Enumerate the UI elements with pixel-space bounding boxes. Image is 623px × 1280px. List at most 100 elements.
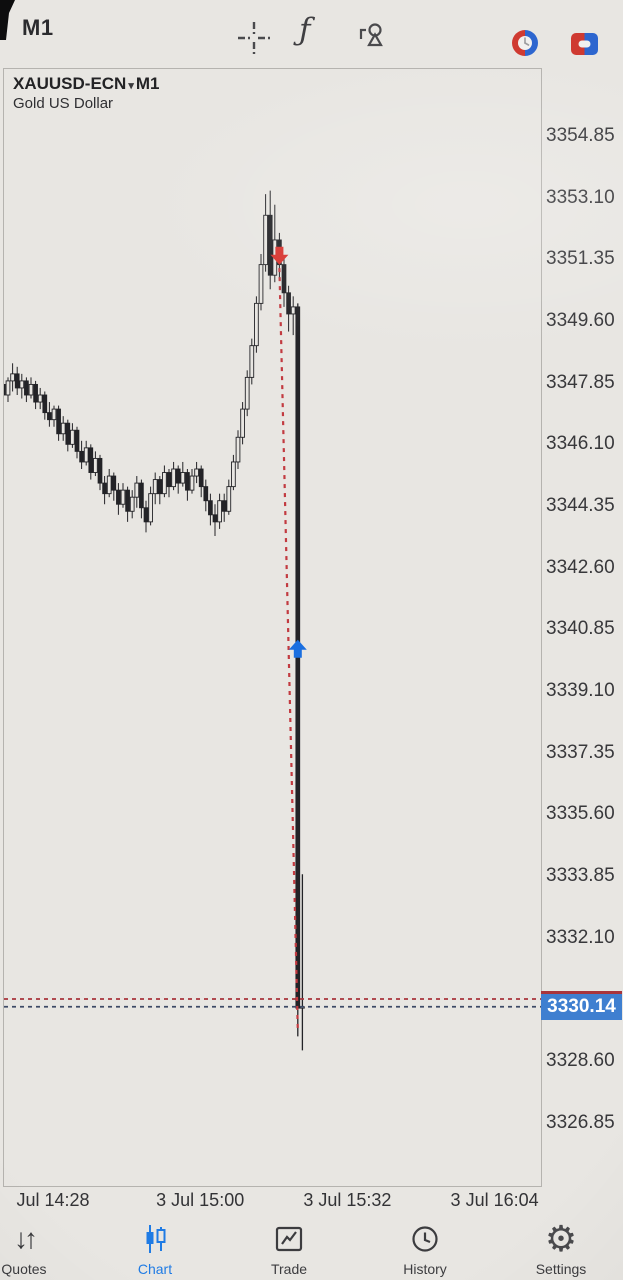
candle-body xyxy=(134,482,140,498)
chart-header[interactable]: XAUUSD-ECN ▾ M1 Gold US Dollar xyxy=(13,73,160,114)
buy-arrow-marker xyxy=(288,639,307,658)
candle-body xyxy=(263,214,268,266)
price-axis-label: 3351.35 xyxy=(546,248,615,270)
candle-body xyxy=(290,306,296,315)
candle-body xyxy=(244,376,250,410)
candlestick-chart[interactable] xyxy=(4,69,541,1186)
candle-body xyxy=(4,383,6,396)
chart-box-icon xyxy=(239,1220,339,1258)
price-axis-label: 3342.60 xyxy=(546,556,615,578)
objects-icon[interactable] xyxy=(356,20,386,50)
nav-label: Settings xyxy=(535,1261,587,1277)
candle-body xyxy=(93,457,98,473)
candle-body xyxy=(254,302,259,347)
sell-arrow-marker xyxy=(270,246,289,265)
candle-body xyxy=(129,496,135,512)
clock-icon xyxy=(375,1220,475,1258)
nav-tab-chart[interactable]: Chart xyxy=(105,1220,205,1277)
candle-body xyxy=(5,380,11,396)
candle-body xyxy=(194,468,199,477)
candle-body xyxy=(152,479,158,495)
chevron-down-icon: ▾ xyxy=(128,80,134,92)
nav-label: Quotes xyxy=(1,1261,47,1277)
chart-area[interactable]: XAUUSD-ECN ▾ M1 Gold US Dollar xyxy=(3,68,542,1187)
bottom-nav: ↓↑ Quotes Chart Trade xyxy=(0,1220,623,1280)
candle-body xyxy=(217,500,222,523)
candle-body xyxy=(235,436,241,463)
nav-tab-trade[interactable]: Trade xyxy=(239,1220,339,1277)
position-trendline xyxy=(278,268,299,1030)
status-circle-icon[interactable] xyxy=(511,29,539,57)
candle-body xyxy=(14,373,20,389)
candle-body xyxy=(226,486,232,512)
candle-body xyxy=(106,475,112,495)
candle-body xyxy=(33,383,38,403)
price-axis-label: 3346.10 xyxy=(546,433,615,455)
candle-body xyxy=(125,489,130,512)
price-axis[interactable]: 3354.85 3353.10 3351.35 3349.60 3347.85 3346.… xyxy=(546,68,623,1185)
candle-body xyxy=(102,482,107,495)
candle-body xyxy=(24,380,29,396)
candle-body xyxy=(203,486,209,502)
candle-body xyxy=(240,408,245,438)
candle-body xyxy=(60,422,66,435)
candle-body xyxy=(258,264,264,304)
price-axis-label: 3349.60 xyxy=(546,309,615,331)
nav-tab-history[interactable]: History xyxy=(375,1220,475,1277)
crosshair-icon[interactable] xyxy=(236,20,272,56)
price-axis-label: 3347.85 xyxy=(546,371,615,393)
price-axis-label: 3353.10 xyxy=(546,186,615,208)
gear-icon: ⚙ xyxy=(544,1218,578,1259)
price-axis-label: 3340.85 xyxy=(546,618,615,640)
symbol-title[interactable]: XAUUSD-ECN ▾ M1 xyxy=(13,73,160,94)
candle-body xyxy=(162,472,167,495)
candle-body xyxy=(281,264,287,294)
nav-tab-quotes[interactable]: ↓↑ Quotes xyxy=(0,1220,74,1277)
price-axis-label: 3332.10 xyxy=(546,926,615,948)
symbol-timeframe: M1 xyxy=(135,74,160,93)
candle-body xyxy=(42,394,48,414)
candle-body xyxy=(143,507,149,523)
candle-body xyxy=(139,482,144,509)
up-down-arrows-icon: ↓↑ xyxy=(14,1223,38,1254)
price-axis-label: 3328.60 xyxy=(546,1049,615,1071)
candle-body xyxy=(249,345,255,378)
status-square-icon[interactable] xyxy=(571,33,598,55)
candle-body xyxy=(83,447,89,463)
nav-label: Chart xyxy=(137,1261,173,1277)
price-axis-label: 3337.35 xyxy=(546,741,615,763)
price-axis-label: 3354.85 xyxy=(546,125,615,146)
candle-body xyxy=(198,468,204,488)
candle-body xyxy=(65,422,71,445)
candle-body xyxy=(286,292,291,315)
nav-tab-settings[interactable]: ⚙ Settings xyxy=(511,1218,611,1278)
top-toolbar: M1 ƒ xyxy=(0,0,623,64)
candle-body xyxy=(180,472,186,484)
candle-body xyxy=(212,514,218,523)
price-axis-label: 3333.85 xyxy=(546,864,615,886)
candle-body xyxy=(47,412,52,421)
price-axis-label: 3326.85 xyxy=(546,1111,615,1133)
function-icon[interactable]: ƒ xyxy=(299,12,311,48)
candle-body xyxy=(56,408,61,435)
candle-body xyxy=(267,214,273,276)
nav-label: Trade xyxy=(270,1261,308,1277)
candle-body xyxy=(120,489,126,505)
candle-body xyxy=(171,468,176,488)
candle-body xyxy=(175,468,181,484)
candle-body xyxy=(37,394,43,403)
candlestick-icon xyxy=(105,1220,205,1258)
price-axis-label: 3335.60 xyxy=(546,803,615,825)
timeframe-label[interactable]: M1 xyxy=(22,15,54,40)
candle-body xyxy=(221,500,227,512)
time-axis-label: Jul 14:28 xyxy=(16,1190,90,1210)
candle-body xyxy=(74,429,80,452)
candle-body xyxy=(166,472,172,488)
candle-body xyxy=(88,447,94,473)
candle-body xyxy=(157,479,163,495)
nav-label: History xyxy=(403,1261,447,1277)
candle-body xyxy=(51,408,57,421)
symbol-name: XAUUSD-ECN xyxy=(13,74,127,93)
time-axis[interactable]: Jul 14:28 3 Jul 15:00 3 Jul 15:32 3 Jul 16:… xyxy=(3,1190,540,1216)
